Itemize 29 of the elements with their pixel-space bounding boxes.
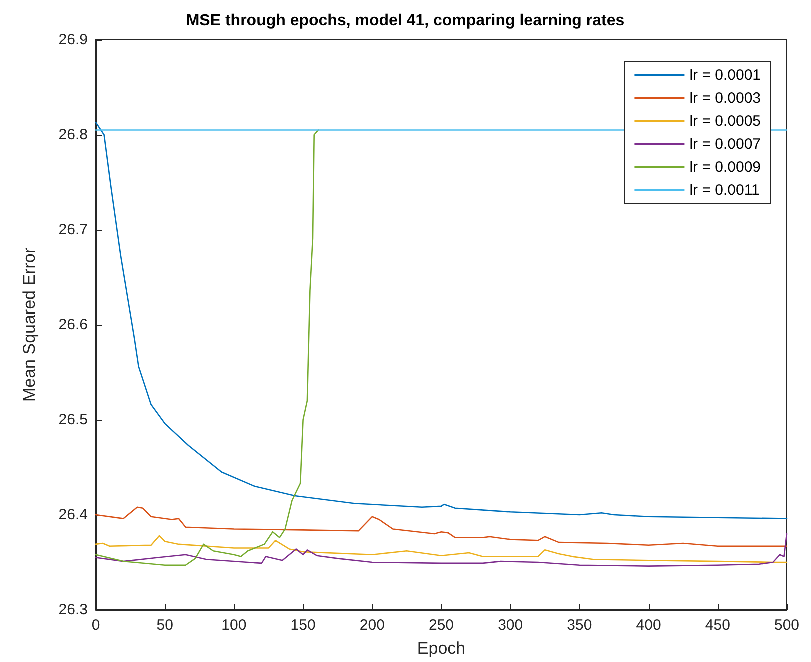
x-tick-label: 0	[92, 617, 100, 634]
y-tick-label: 26.4	[58, 506, 88, 524]
y-axis-title: Mean Squared Error	[20, 248, 39, 402]
line-series	[95, 506, 788, 547]
x-axis-title: Epoch	[417, 639, 466, 658]
legend-label: lr = 0.0001	[690, 67, 762, 84]
x-tick-label: 450	[705, 617, 730, 634]
x-tick-label: 50	[156, 617, 174, 634]
x-tick-label: 500	[774, 617, 800, 634]
y-tick-label: 26.8	[58, 126, 88, 144]
x-tick-label: 250	[428, 617, 454, 634]
legend-label: lr = 0.0009	[690, 159, 762, 176]
legend-label: lr = 0.0007	[690, 136, 762, 153]
x-tick-label: 100	[222, 617, 247, 634]
y-tick-label: 26.9	[58, 32, 88, 48]
x-tick-label: 200	[360, 617, 385, 634]
x-tick-label: 400	[636, 617, 662, 634]
chart-title: MSE through epochs, model 41, comparing learning rates	[186, 12, 625, 30]
y-tick-label: 26.3	[58, 602, 88, 618]
y-tick-label: 26.7	[58, 222, 88, 238]
line-series	[95, 130, 320, 566]
y-tick-label: 26.6	[58, 316, 88, 334]
x-tick-label: 150	[290, 617, 316, 634]
legend-label: lr = 0.0011	[690, 182, 760, 199]
x-tick-label: 350	[567, 617, 592, 634]
x-tick-label: 300	[498, 617, 524, 634]
legend-label: lr = 0.0003	[690, 90, 762, 107]
legend-label: lr = 0.0005	[690, 113, 762, 130]
y-tick-label: 26.5	[58, 412, 88, 428]
